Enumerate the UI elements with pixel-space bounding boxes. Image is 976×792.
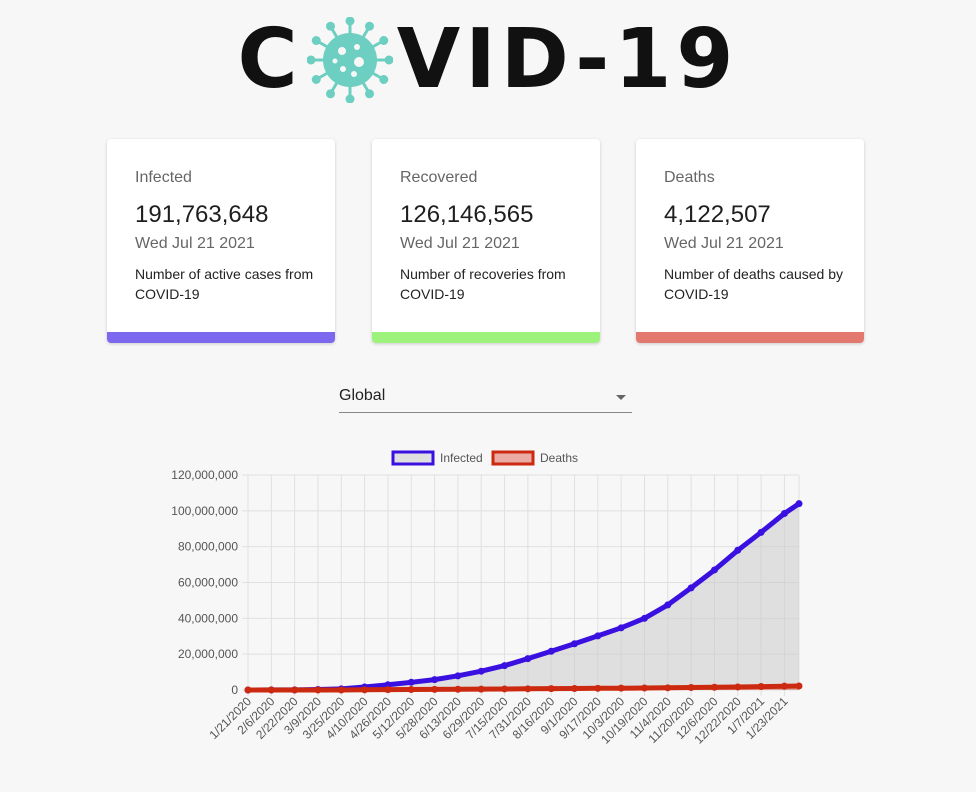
data-point [710, 566, 718, 574]
data-point [734, 683, 742, 691]
country-select[interactable]: Global [339, 380, 632, 413]
data-point [594, 684, 602, 692]
data-point [710, 683, 718, 691]
data-point [640, 614, 648, 622]
y-tick-label: 40,000,000 [178, 611, 238, 625]
y-tick-label: 0 [231, 683, 238, 697]
y-tick-label: 80,000,000 [178, 540, 238, 554]
chart-legend: Infected Deaths [391, 450, 578, 466]
data-point [477, 685, 485, 693]
data-point [431, 685, 439, 693]
data-point [337, 686, 345, 694]
card-value: 191,763,648 [135, 201, 269, 228]
y-tick-label: 20,000,000 [178, 647, 238, 661]
data-point [291, 686, 299, 694]
data-point [314, 686, 322, 694]
data-point [384, 686, 392, 694]
legend-label: Deaths [540, 451, 578, 465]
y-tick-label: 120,000,000 [171, 468, 238, 482]
data-point [407, 685, 415, 693]
data-point [780, 510, 788, 518]
data-point [547, 685, 555, 693]
card-value: 126,146,565 [400, 201, 534, 228]
series-area-infected [248, 503, 799, 690]
data-point [617, 624, 625, 632]
data-point [795, 682, 803, 690]
data-point [795, 500, 803, 508]
data-point [734, 546, 742, 554]
card-title: Infected [135, 169, 192, 186]
x-axis-ticks: 1/21/20202/6/20202/22/20203/9/20203/25/2… [206, 694, 790, 747]
data-point [384, 681, 392, 689]
chart-series [244, 500, 803, 694]
data-point [407, 678, 415, 686]
app-logo: C VID-19 [0, 14, 976, 106]
card-color-stripe [107, 332, 335, 343]
card-color-stripe [636, 332, 864, 343]
y-axis-ticks: 0 20,000,000 40,000,000 60,000,000 80,000,00… [171, 468, 238, 697]
legend-label: Infected [440, 451, 483, 465]
legend-swatch-deaths [491, 450, 535, 466]
card-date: Wed Jul 21 2021 [400, 235, 520, 252]
data-point [664, 684, 672, 692]
data-point [687, 584, 695, 592]
legend-swatch-infected [391, 450, 435, 466]
data-point [687, 684, 695, 692]
data-point [640, 684, 648, 692]
data-point [571, 640, 579, 648]
data-point [757, 683, 765, 691]
card-recovered: Recovered 126,146,565 Wed Jul 21 2021 Nu… [372, 139, 600, 343]
card-value: 4,122,507 [664, 201, 771, 228]
data-point [780, 682, 788, 690]
logo-text-left: C [237, 12, 303, 107]
data-point [524, 655, 532, 663]
y-tick-label: 60,000,000 [178, 576, 238, 590]
stats-cards: Infected 191,763,648 Wed Jul 21 2021 Num… [107, 139, 865, 345]
data-point [454, 672, 462, 680]
card-date: Wed Jul 21 2021 [664, 235, 784, 252]
logo-text-right: VID-19 [396, 12, 739, 107]
coronavirus-icon [306, 17, 393, 103]
card-color-stripe [372, 332, 600, 343]
card-description: Number of recoveries from COVID-19 [400, 266, 566, 302]
data-point [757, 528, 765, 536]
data-point [617, 684, 625, 692]
data-point [547, 647, 555, 655]
data-point [431, 676, 439, 684]
card-description: Number of deaths caused by COVID-19 [664, 266, 843, 302]
card-description: Number of active cases from COVID-19 [135, 266, 314, 302]
card-infected: Infected 191,763,648 Wed Jul 21 2021 Num… [107, 139, 335, 343]
country-select-value: Global [339, 387, 386, 404]
data-point [361, 686, 369, 694]
data-point [454, 685, 462, 693]
card-date: Wed Jul 21 2021 [135, 235, 255, 252]
cases-line-chart: Infected Deaths 0 20,000,000 40,000,000 60,0… [171, 450, 803, 747]
card-title: Deaths [664, 169, 715, 186]
data-point [524, 685, 532, 693]
data-point [477, 667, 485, 675]
data-point [501, 662, 509, 670]
data-point [267, 686, 275, 694]
data-point [594, 632, 602, 640]
data-point [501, 685, 509, 693]
dropdown-arrow-icon [616, 395, 626, 400]
y-tick-label: 100,000,000 [171, 504, 238, 518]
card-title: Recovered [400, 169, 478, 186]
card-deaths: Deaths 4,122,507 Wed Jul 21 2021 Number … [636, 139, 864, 343]
data-point [664, 601, 672, 609]
data-point [244, 686, 252, 694]
data-point [571, 684, 579, 692]
